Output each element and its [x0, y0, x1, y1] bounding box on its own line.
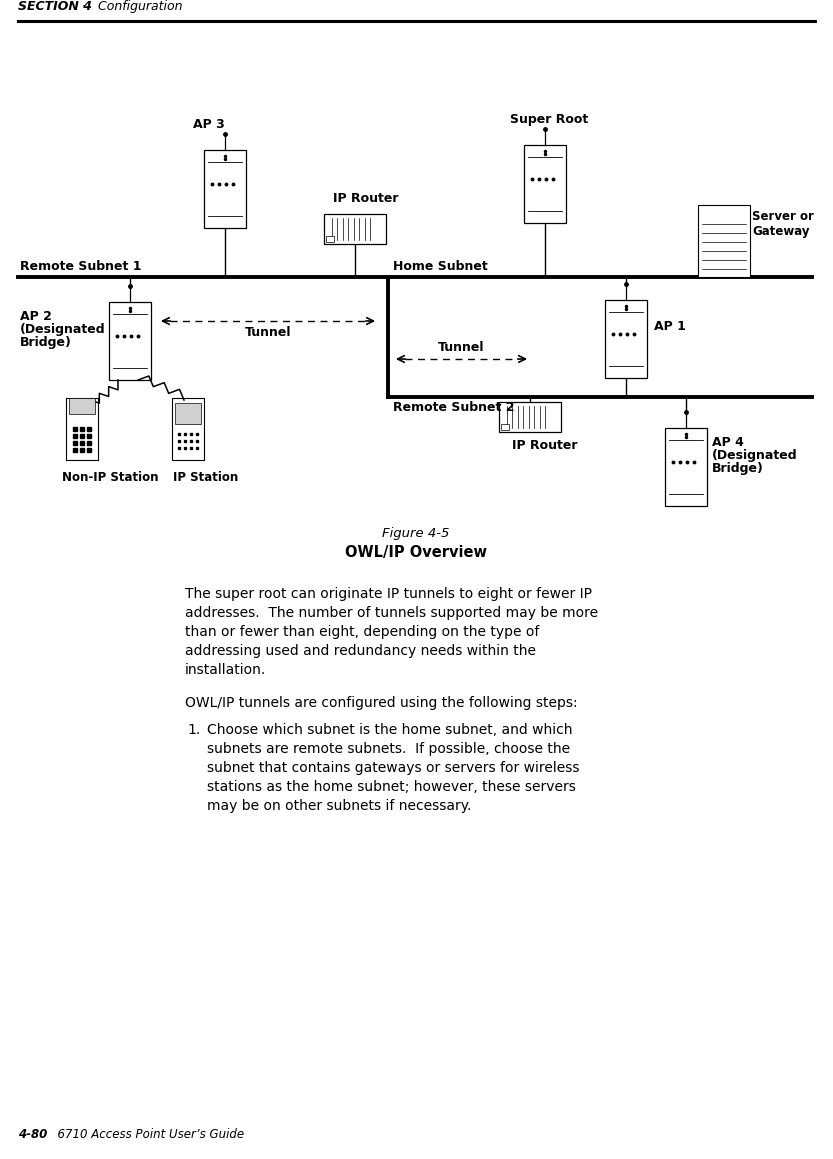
Text: Super Root: Super Root — [510, 112, 588, 126]
Text: stations as the home subnet; however, these servers: stations as the home subnet; however, th… — [207, 780, 576, 794]
Bar — [172, 398, 204, 460]
Text: SECTION 4: SECTION 4 — [18, 0, 92, 13]
Text: Remote Subnet 2: Remote Subnet 2 — [393, 401, 515, 414]
Text: Tunnel: Tunnel — [438, 341, 485, 353]
Bar — [326, 236, 334, 242]
Text: AP 3: AP 3 — [193, 118, 225, 131]
Text: OWL/IP tunnels are configured using the following steps:: OWL/IP tunnels are configured using the … — [185, 697, 577, 710]
Bar — [175, 403, 201, 424]
Text: IP Station: IP Station — [173, 471, 238, 484]
Text: Bridge): Bridge) — [712, 462, 764, 475]
Text: IP Router: IP Router — [512, 439, 577, 452]
Text: 6710 Access Point User’s Guide: 6710 Access Point User’s Guide — [50, 1128, 244, 1140]
Text: Bridge): Bridge) — [20, 336, 72, 349]
Text: Figure 4-5: Figure 4-5 — [382, 527, 450, 540]
Text: Server or
Gateway: Server or Gateway — [752, 210, 814, 238]
Text: ·: · — [82, 0, 86, 13]
Text: addressing used and redundancy needs within the: addressing used and redundancy needs wit… — [185, 644, 536, 658]
Bar — [524, 145, 566, 223]
Bar — [204, 150, 246, 228]
Bar — [665, 428, 707, 506]
Text: Home Subnet: Home Subnet — [393, 260, 488, 274]
Bar — [69, 398, 95, 414]
Text: AP 1: AP 1 — [654, 321, 686, 334]
Text: 4-80: 4-80 — [18, 1128, 47, 1140]
Text: The super root can originate IP tunnels to eight or fewer IP: The super root can originate IP tunnels … — [185, 586, 592, 602]
Bar — [109, 302, 151, 380]
Text: Non-IP Station: Non-IP Station — [62, 471, 158, 484]
Text: OWL/IP Overview: OWL/IP Overview — [345, 545, 487, 560]
Text: (Designated: (Designated — [20, 323, 106, 336]
Text: Choose which subnet is the home subnet, and which: Choose which subnet is the home subnet, … — [207, 723, 572, 737]
Text: AP 4: AP 4 — [712, 436, 744, 449]
Text: may be on other subnets if necessary.: may be on other subnets if necessary. — [207, 799, 471, 812]
Text: than or fewer than eight, depending on the type of: than or fewer than eight, depending on t… — [185, 625, 540, 639]
Text: subnets are remote subnets.  If possible, choose the: subnets are remote subnets. If possible,… — [207, 742, 570, 756]
Text: Configuration: Configuration — [90, 0, 182, 13]
Text: 1.: 1. — [187, 723, 200, 737]
Bar — [501, 424, 509, 430]
Bar — [698, 205, 750, 277]
Text: Remote Subnet 1: Remote Subnet 1 — [20, 260, 142, 274]
Bar — [605, 300, 647, 378]
Text: IP Router: IP Router — [333, 192, 398, 205]
Bar — [66, 398, 98, 460]
Text: Tunnel: Tunnel — [245, 326, 292, 338]
Bar — [324, 214, 386, 245]
Bar — [499, 402, 561, 432]
Text: subnet that contains gateways or servers for wireless: subnet that contains gateways or servers… — [207, 761, 580, 775]
Text: addresses.  The number of tunnels supported may be more: addresses. The number of tunnels support… — [185, 606, 598, 620]
Text: installation.: installation. — [185, 663, 267, 677]
Text: (Designated: (Designated — [712, 449, 798, 462]
Text: AP 2: AP 2 — [20, 309, 52, 323]
